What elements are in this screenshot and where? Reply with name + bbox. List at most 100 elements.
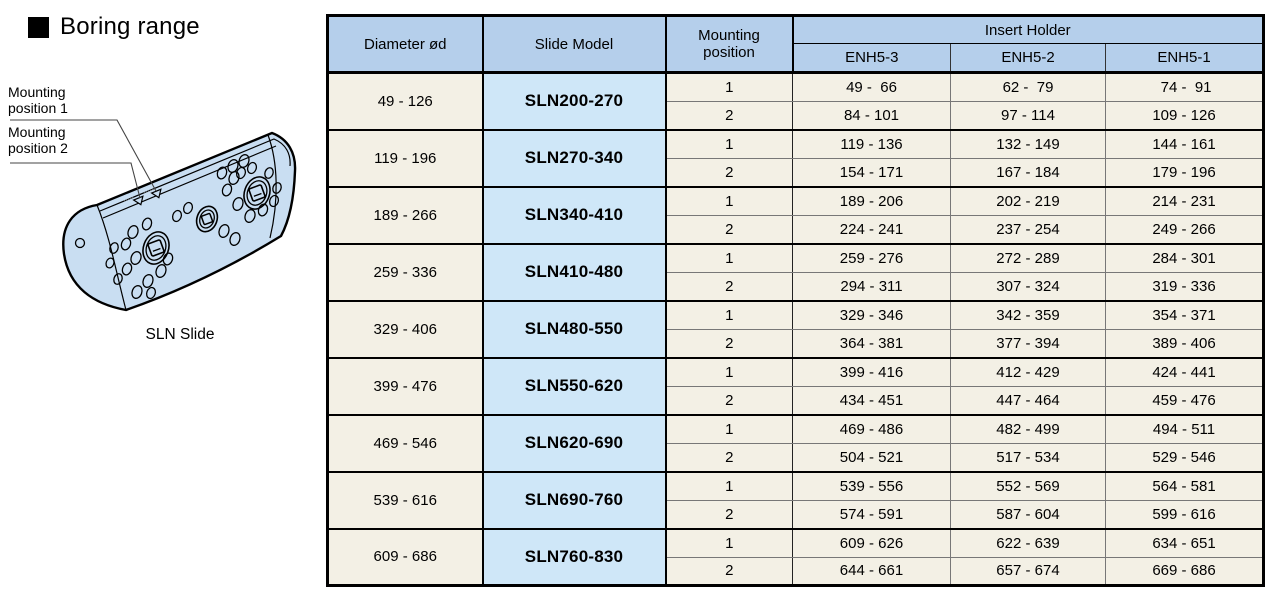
label-line: position 1 (8, 100, 68, 116)
range-cell-enh5-3: 49 - 66 (792, 72, 951, 102)
range-cell-enh5-1: 74 - 91 (1104, 72, 1265, 102)
table-row: 609 - 686 SLN760-830 1 609 - 626 622 - 639 63… (327, 528, 1265, 587)
slide-model-cell: SLN760-830 (482, 528, 667, 587)
mounting-position-cell: 1 (665, 414, 793, 444)
col-header-slide-model: Slide Model (482, 15, 667, 74)
col-header-diameter: Diameter ød (327, 15, 484, 74)
section-marker-icon (28, 16, 49, 38)
label-line: Mounting (8, 84, 66, 100)
mounting-position-cell: 2 (665, 328, 793, 359)
header-line: position (703, 44, 755, 61)
range-cell-enh5-2: 132 - 149 (950, 129, 1106, 159)
range-cell-enh5-3: 574 - 591 (792, 499, 951, 530)
range-cell-enh5-2: 517 - 534 (950, 442, 1106, 473)
range-cell-enh5-2: 587 - 604 (950, 499, 1106, 530)
range-cell-enh5-3: 469 - 486 (792, 414, 951, 444)
range-cell-enh5-3: 189 - 206 (792, 186, 951, 216)
range-cell-enh5-1: 424 - 441 (1104, 357, 1265, 387)
range-cell-enh5-2: 447 - 464 (950, 385, 1106, 416)
slide-model-cell: SLN550-620 (482, 357, 667, 416)
range-cell-enh5-1: 529 - 546 (1104, 442, 1265, 473)
mounting-position-cell: 2 (665, 157, 793, 188)
table-row: 2 294 - 311 307 - 324 319 - 336 (328, 271, 1265, 302)
range-cell-enh5-1: 109 - 126 (1104, 100, 1265, 131)
range-cell-enh5-2: 622 - 639 (950, 528, 1106, 558)
table-row: 469 - 546 SLN620-690 1 469 - 486 482 - 499 49… (327, 414, 1265, 473)
mounting-position-2-marker-icon (132, 195, 144, 206)
table-row: 49 - 126 SLN200-270 1 49 - 66 62 - 79 74 - 9… (327, 72, 1265, 131)
range-cell-enh5-3: 364 - 381 (792, 328, 951, 359)
range-cell-enh5-1: 459 - 476 (1104, 385, 1265, 416)
table-row: 329 - 406 SLN480-550 1 329 - 346 342 - 359 35… (327, 300, 1265, 359)
range-cell-enh5-3: 434 - 451 (792, 385, 951, 416)
range-cell-enh5-1: 284 - 301 (1104, 243, 1265, 273)
range-cell-enh5-2: 202 - 219 (950, 186, 1106, 216)
etched-marking (123, 196, 135, 202)
range-cell-enh5-3: 399 - 416 (792, 357, 951, 387)
range-cell-enh5-1: 249 - 266 (1104, 214, 1265, 245)
mounting-position-cell: 2 (665, 499, 793, 530)
etched-marking (143, 188, 155, 194)
range-cell-enh5-2: 342 - 359 (950, 300, 1106, 330)
range-cell-enh5-3: 539 - 556 (792, 471, 951, 501)
range-cell-enh5-3: 644 - 661 (792, 556, 951, 587)
mounting-position-cell: 1 (665, 186, 793, 216)
table-row: 539 - 616 SLN690-760 1 539 - 556 552 - 569 56… (327, 471, 1265, 530)
mounting-position-cell: 2 (665, 556, 793, 587)
slide-model-cell: SLN340-410 (482, 186, 667, 245)
diameter-cell: 539 - 616 (327, 471, 484, 530)
range-cell-enh5-1: 354 - 371 (1104, 300, 1265, 330)
range-cell-enh5-1: 214 - 231 (1104, 186, 1265, 216)
table-row: 2 434 - 451 447 - 464 459 - 476 (328, 385, 1265, 416)
table-row: 2 154 - 171 167 - 184 179 - 196 (328, 157, 1265, 188)
range-cell-enh5-2: 412 - 429 (950, 357, 1106, 387)
mounting-position-markers (123, 188, 162, 206)
table-row: 2 224 - 241 237 - 254 249 - 266 (328, 214, 1265, 245)
page-title: Boring range (60, 13, 200, 40)
diameter-cell: 329 - 406 (327, 300, 484, 359)
range-cell-enh5-1: 179 - 196 (1104, 157, 1265, 188)
range-cell-enh5-3: 294 - 311 (792, 271, 951, 302)
range-cell-enh5-3: 609 - 626 (792, 528, 951, 558)
range-cell-enh5-1: 599 - 616 (1104, 499, 1265, 530)
table-row: 2 84 - 101 97 - 114 109 - 126 (328, 100, 1265, 131)
range-cell-enh5-3: 84 - 101 (792, 100, 951, 131)
range-cell-enh5-1: 564 - 581 (1104, 471, 1265, 501)
bore-holes (74, 154, 282, 300)
range-cell-enh5-2: 377 - 394 (950, 328, 1106, 359)
table-row: 2 504 - 521 517 - 534 529 - 546 (328, 442, 1265, 473)
mounting-position-cell: 1 (665, 72, 793, 102)
range-cell-enh5-2: 307 - 324 (950, 271, 1106, 302)
mounting-position-1-label: Mounting position 1 (8, 84, 68, 116)
range-cell-enh5-1: 319 - 336 (1104, 271, 1265, 302)
mounting-position-2-label: Mounting position 2 (8, 124, 68, 156)
label-line: Mounting (8, 124, 66, 140)
range-cell-enh5-1: 389 - 406 (1104, 328, 1265, 359)
range-cell-enh5-1: 494 - 511 (1104, 414, 1265, 444)
range-cell-enh5-3: 224 - 241 (792, 214, 951, 245)
slide-model-cell: SLN200-270 (482, 72, 667, 131)
mounting-position-cell: 1 (665, 528, 793, 558)
range-cell-enh5-3: 259 - 276 (792, 243, 951, 273)
table-row: 2 574 - 591 587 - 604 599 - 616 (328, 499, 1265, 530)
range-cell-enh5-3: 504 - 521 (792, 442, 951, 473)
label-line: position 2 (8, 140, 68, 156)
mounting-position-cell: 2 (665, 100, 793, 131)
range-cell-enh5-2: 657 - 674 (950, 556, 1106, 587)
diameter-cell: 399 - 476 (327, 357, 484, 416)
slide-model-cell: SLN620-690 (482, 414, 667, 473)
mounting-position-cell: 2 (665, 271, 793, 302)
slide-model-cell: SLN270-340 (482, 129, 667, 188)
diameter-cell: 469 - 546 (327, 414, 484, 473)
range-cell-enh5-2: 97 - 114 (950, 100, 1106, 131)
table-row: 119 - 196 SLN270-340 1 119 - 136 132 - 149 14… (327, 129, 1265, 188)
sln-slide-illustration (10, 119, 297, 312)
range-cell-enh5-2: 167 - 184 (950, 157, 1106, 188)
slide-model-cell: SLN480-550 (482, 300, 667, 359)
slide-model-cell: SLN690-760 (482, 471, 667, 530)
header-line: Mounting (698, 27, 760, 44)
diameter-cell: 49 - 126 (327, 72, 484, 131)
mounting-position-cell: 1 (665, 243, 793, 273)
mounting-position-1-marker-icon (150, 188, 162, 199)
table-row: 2 644 - 661 657 - 674 669 - 686 (328, 556, 1265, 587)
